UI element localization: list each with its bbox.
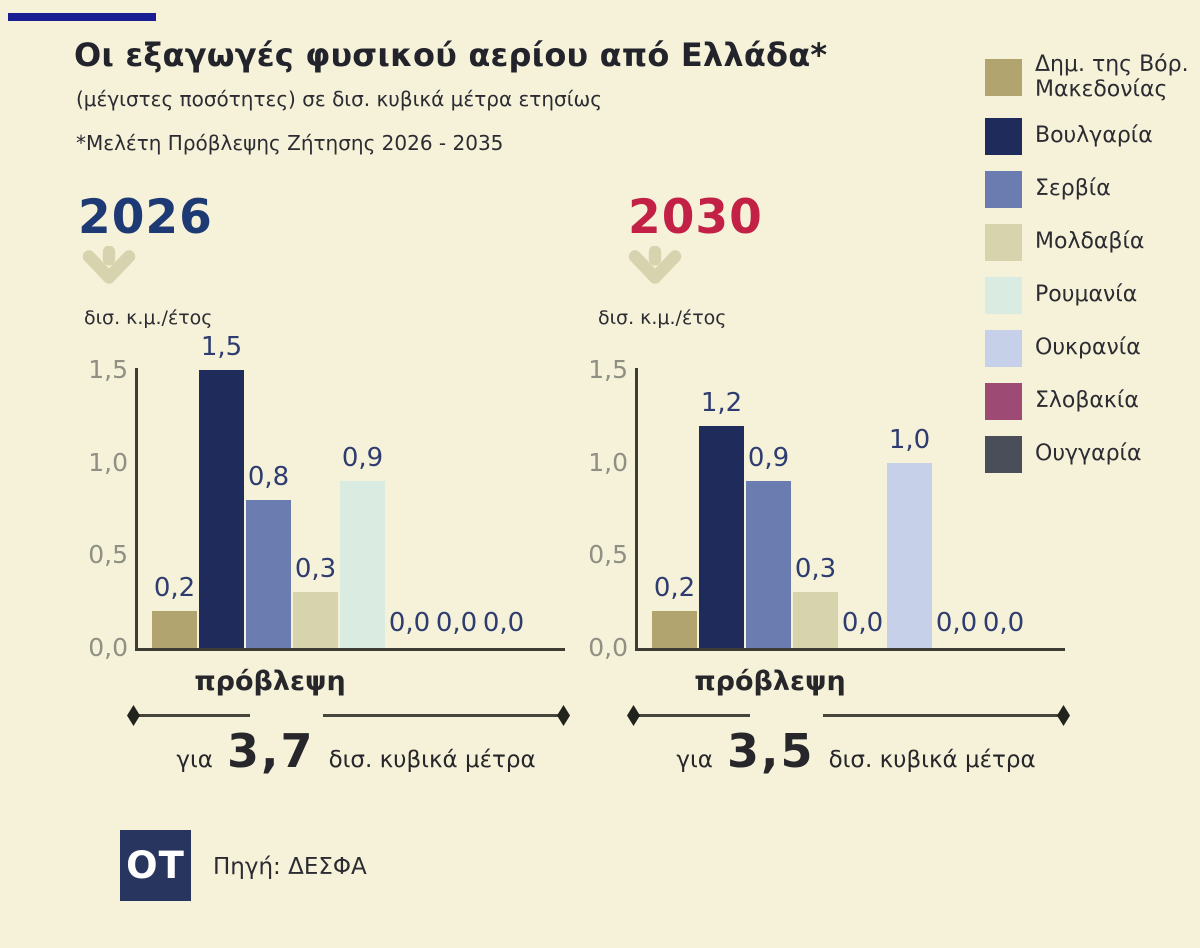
legend-item-label: Μολδαβία [1035,229,1145,255]
legend-item-label: Σλοβακία [1035,388,1139,414]
legend-item: Μολδαβία [985,224,1199,262]
y-axis-tick-label: 1,5 [88,355,128,384]
bar [340,481,385,648]
y-axis-tick-label: 1,0 [88,447,128,477]
chart-panel-2026: 2026 δισ. κ.μ./έτος πρόβλεψη για 3,7 δισ… [70,190,582,800]
bar-value-label: 0,2 [653,573,696,603]
bar-value-label: 0,3 [294,554,337,584]
forecast-value: 3,7 [226,724,315,778]
axis-unit-label: δισ. κ.μ./έτος [598,307,727,329]
legend-item: Ρουμανία [985,277,1199,315]
forecast-total: για 3,5 δισ. κυβικά μέτρα [656,724,1056,778]
bar [699,426,744,648]
bar [887,463,932,648]
bar-value-label: 1,5 [200,332,243,362]
legend-item-label: Σερβία [1035,176,1111,202]
forecast-bracket-line [823,714,1063,717]
y-axis-tick-label: 0,5 [88,540,128,570]
bar-value-label: 1,0 [888,425,931,455]
y-axis-line [635,368,638,651]
legend: Δημ. της Βόρ. Μακεδονίας Βουλγαρία Σερβία Μ… [985,52,1199,474]
legend-item-label: Δημ. της Βόρ. Μακεδονίας [1035,52,1189,102]
bar-value-label: 0,2 [153,573,196,603]
ot-logo: OT [120,830,191,901]
diamond-endpoint-icon [1057,705,1070,726]
bar-value-label: 0,0 [935,608,978,638]
legend-item: Σερβία [985,171,1199,209]
legend-item: Δημ. της Βόρ. Μακεδονίας [985,52,1199,102]
forecast-bracket-line [134,714,250,717]
down-arrow-icon [628,246,682,284]
y-axis-line [135,368,138,651]
bar-value-label: 0,0 [841,608,884,638]
diamond-endpoint-icon [127,705,140,726]
page-subtitle: (μέγιστες ποσότητες) σε δισ. κυβικά μέτρ… [76,87,602,111]
legend-item: Ουγγαρία [985,436,1199,474]
forecast-value: 3,5 [726,724,815,778]
bar [152,611,197,648]
source-credit: Πηγή: ΔΕΣΦΑ [213,854,367,880]
bar [246,500,291,648]
legend-swatch [985,59,1022,97]
legend-item-label: Ουκρανία [1035,335,1141,361]
legend-item-label: Βουλγαρία [1035,123,1153,149]
y-axis-tick-label: 0,0 [88,633,128,662]
bar [199,370,244,648]
bar-value-label: 0,0 [388,608,431,638]
year-heading: 2030 [628,190,763,245]
y-axis-tick-label: 0,5 [588,540,628,570]
legend-swatch [985,171,1022,209]
bar-value-label: 0,8 [247,462,290,492]
footnote: *Μελέτη Πρόβλεψης Ζήτησης 2026 - 2035 [76,131,504,155]
forecast-label: πρόβλεψη [694,666,846,697]
forecast-bracket-line [323,714,563,717]
bar [293,592,338,648]
x-axis-line [135,648,565,651]
legend-swatch [985,383,1022,421]
forecast-bracket-line [634,714,750,717]
y-axis-tick-label: 0,0 [588,633,628,662]
axis-unit-label: δισ. κ.μ./έτος [84,307,213,329]
bar-value-label: 0,3 [794,554,837,584]
legend-swatch [985,224,1022,262]
bar-value-label: 0,0 [482,608,525,638]
forecast-prefix: για [176,747,213,773]
legend-swatch [985,330,1022,368]
bar [652,611,697,648]
x-axis-line [635,648,1065,651]
bar [746,481,791,648]
page-title: Οι εξαγωγές φυσικού αερίου από Ελλάδα* [74,36,828,74]
bar [793,592,838,648]
year-heading: 2026 [78,190,213,245]
diamond-endpoint-icon [557,705,570,726]
legend-swatch [985,436,1022,474]
legend-swatch [985,277,1022,315]
legend-item: Σλοβακία [985,383,1199,421]
forecast-suffix: δισ. κυβικά μέτρα [828,747,1036,773]
forecast-label: πρόβλεψη [194,666,346,697]
chart-panel-2030: 2030 δισ. κ.μ./έτος πρόβλεψη για 3,5 δισ… [570,190,1082,800]
forecast-total: για 3,7 δισ. κυβικά μέτρα [156,724,556,778]
legend-item: Ουκρανία [985,330,1199,368]
legend-swatch [985,118,1022,156]
y-axis-tick-label: 1,0 [588,447,628,477]
diamond-endpoint-icon [627,705,640,726]
bar-value-label: 1,2 [700,388,743,418]
accent-bar [8,13,156,21]
legend-item-label: Ρουμανία [1035,282,1138,308]
forecast-prefix: για [676,747,713,773]
bar-value-label: 0,0 [435,608,478,638]
legend-item-label: Ουγγαρία [1035,441,1142,467]
legend-item: Βουλγαρία [985,118,1199,156]
bar-value-label: 0,9 [341,443,384,473]
down-arrow-icon [82,246,136,284]
bar-value-label: 0,0 [982,608,1025,638]
bar-value-label: 0,9 [747,443,790,473]
forecast-suffix: δισ. κυβικά μέτρα [328,747,536,773]
y-axis-tick-label: 1,5 [588,355,628,384]
